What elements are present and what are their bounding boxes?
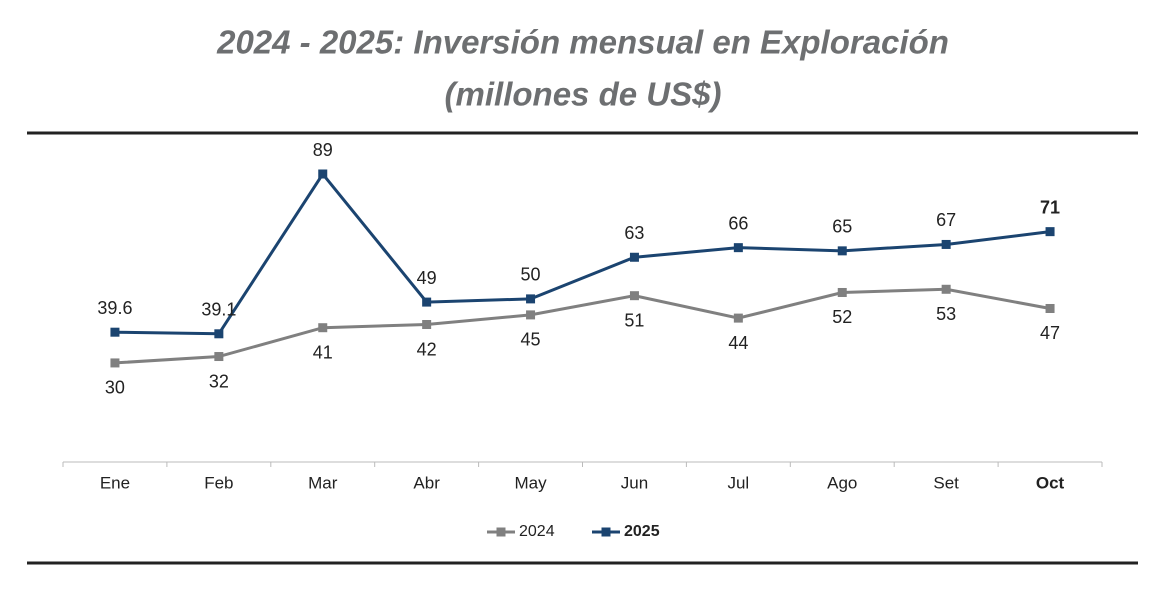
legend-label: 2024 xyxy=(519,523,555,540)
data-label: 39.6 xyxy=(97,298,132,318)
point xyxy=(318,323,328,333)
data-label: 49 xyxy=(417,268,437,288)
data-label: 50 xyxy=(521,265,541,285)
data-label: 44 xyxy=(728,333,748,353)
point xyxy=(733,243,743,253)
data-label: 71 xyxy=(1040,197,1060,217)
data-label: 41 xyxy=(313,342,333,362)
point xyxy=(629,252,639,262)
point xyxy=(526,294,536,304)
x-tick-label: May xyxy=(514,473,547,492)
point xyxy=(733,313,743,323)
data-label: 65 xyxy=(832,217,852,237)
x-tick-label: Jun xyxy=(621,473,648,492)
x-tick-label: Ago xyxy=(827,473,857,492)
point xyxy=(214,352,224,362)
data-label: 63 xyxy=(624,223,644,243)
x-tick-label: Mar xyxy=(308,473,338,492)
point xyxy=(110,327,120,337)
x-tick-label: Set xyxy=(933,473,959,492)
legend-label: 2025 xyxy=(624,523,660,540)
point xyxy=(941,284,951,294)
point xyxy=(1045,227,1055,237)
data-label: 32 xyxy=(209,371,229,391)
data-label: 66 xyxy=(728,213,748,233)
data-label: 39.1 xyxy=(201,300,236,320)
legend-swatch xyxy=(601,527,611,537)
point xyxy=(318,169,328,179)
data-label: 45 xyxy=(521,330,541,350)
point xyxy=(941,239,951,249)
data-label: 67 xyxy=(936,210,956,230)
data-label: 30 xyxy=(105,378,125,398)
data-label: 53 xyxy=(936,304,956,324)
series-line xyxy=(114,171,1051,336)
data-label: 47 xyxy=(1040,323,1060,343)
data-label: 89 xyxy=(313,140,333,160)
legend-swatch xyxy=(496,527,506,537)
series-line xyxy=(114,287,1051,365)
data-label: 42 xyxy=(417,339,437,359)
x-tick-label: Ene xyxy=(100,473,130,492)
data-label: 52 xyxy=(832,307,852,327)
point xyxy=(837,246,847,256)
point xyxy=(526,310,536,320)
x-tick-label: Oct xyxy=(1036,473,1065,492)
point xyxy=(837,287,847,297)
point xyxy=(422,320,432,330)
chart-title: (millones de US$) xyxy=(445,76,722,113)
x-tick-label: Abr xyxy=(413,473,440,492)
chart-title: 2024 - 2025: Inversión mensual en Explor… xyxy=(216,24,949,61)
point xyxy=(1045,303,1055,313)
point xyxy=(629,291,639,301)
x-tick-label: Jul xyxy=(727,473,749,492)
point xyxy=(214,329,224,339)
point xyxy=(422,297,432,307)
point xyxy=(110,358,120,368)
data-label: 51 xyxy=(624,310,644,330)
x-tick-label: Feb xyxy=(204,473,233,492)
